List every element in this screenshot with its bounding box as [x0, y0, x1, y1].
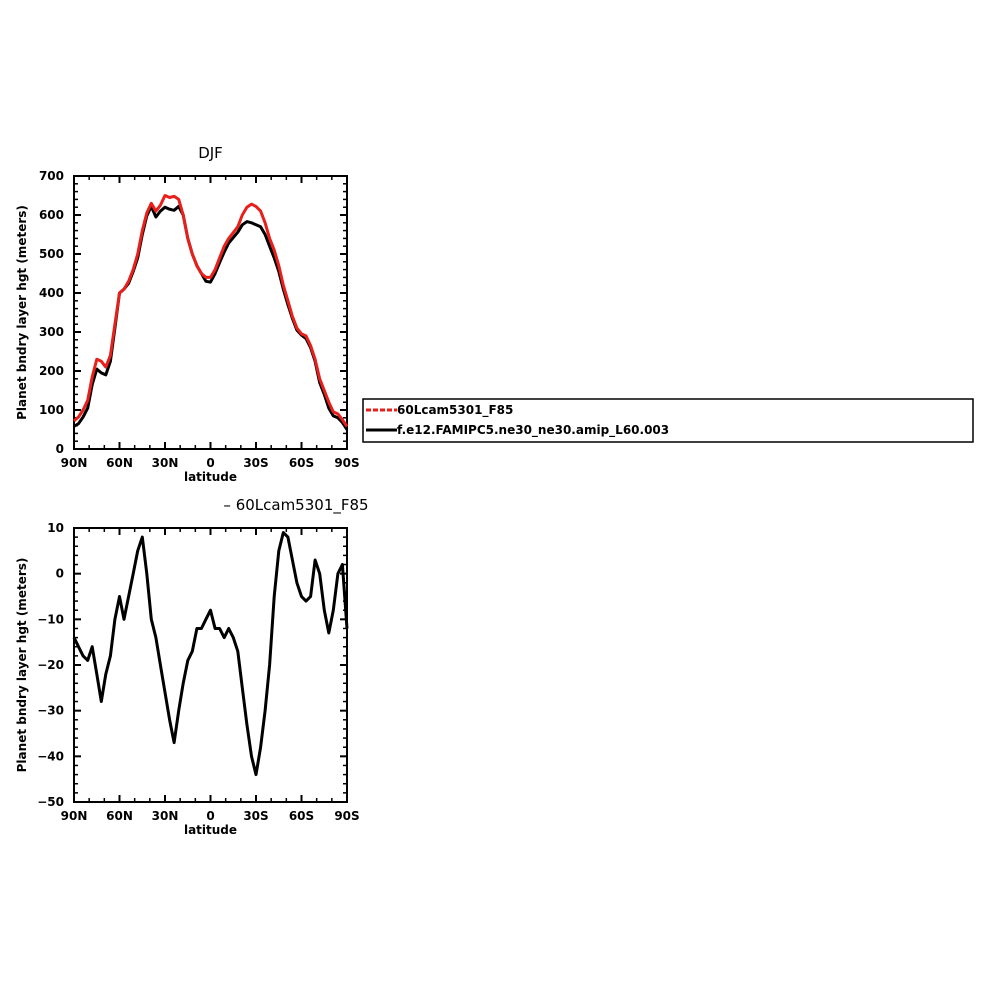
x-tick-label: 30S [243, 456, 268, 470]
y-axis-label: Planet bndry layer hgt (meters) [15, 558, 29, 773]
x-tick-label: 90S [334, 456, 359, 470]
x-tick-label: 30N [152, 809, 179, 823]
x-tick-label: 30N [152, 456, 179, 470]
x-axis-label: latitude [184, 470, 237, 484]
y-tick-label: 100 [39, 403, 64, 417]
y-tick-label: 700 [39, 169, 64, 183]
top-panel: DJF 90N 60N 30N 0 30S 60S 90S 0 100 200 300 400 500 60… [15, 144, 360, 484]
y-tick-label: 400 [39, 286, 64, 300]
y-tick-label: 10 [47, 521, 64, 535]
x-tick-label: 60S [289, 809, 314, 823]
legend-entry: f.e12.FAMIPC5.ne30_ne30.amip_L60.003 [397, 423, 669, 438]
y-tick-label: 0 [56, 442, 64, 456]
legend: 60Lcam5301_F85 f.e12.FAMIPC5.ne30_ne30.am… [362, 398, 974, 443]
bottom-panel: – 60Lcam5301_F85 90N 60N 30N 0 30S 60S 90S −50 −4… [15, 496, 369, 837]
y-tick-label: −30 [37, 704, 64, 718]
y-tick-label: 300 [39, 325, 64, 339]
y-axis-label: Planet bndry layer hgt (meters) [15, 205, 29, 420]
x-tick-label: 30S [243, 809, 268, 823]
legend-box [362, 398, 974, 443]
x-tick-label: 60S [289, 456, 314, 470]
x-axis-label: latitude [184, 823, 237, 837]
y-tick-label: −40 [37, 749, 64, 763]
series-line-0 [72, 531, 349, 777]
y-tick-label: −50 [37, 795, 64, 809]
x-tick-label: 0 [206, 456, 214, 470]
y-tick-label: −10 [37, 612, 64, 626]
y-tick-label: 500 [39, 247, 64, 261]
y-tick-label: 0 [56, 567, 64, 581]
y-tick-label: 200 [39, 364, 64, 378]
x-tick-label: 90N [61, 456, 88, 470]
x-tick-label: 90S [334, 809, 359, 823]
x-tick-label: 90N [61, 809, 88, 823]
chart-title: – 60Lcam5301_F85 [223, 496, 368, 515]
legend-entry: 60Lcam5301_F85 [397, 403, 513, 418]
y-tick-label: −20 [37, 658, 64, 672]
x-tick-label: 60N [106, 809, 133, 823]
x-tick-label: 0 [206, 809, 214, 823]
chart-title: DJF [198, 144, 223, 162]
x-tick-label: 60N [106, 456, 133, 470]
series-line-0 [73, 194, 349, 428]
y-tick-label: 600 [39, 208, 64, 222]
